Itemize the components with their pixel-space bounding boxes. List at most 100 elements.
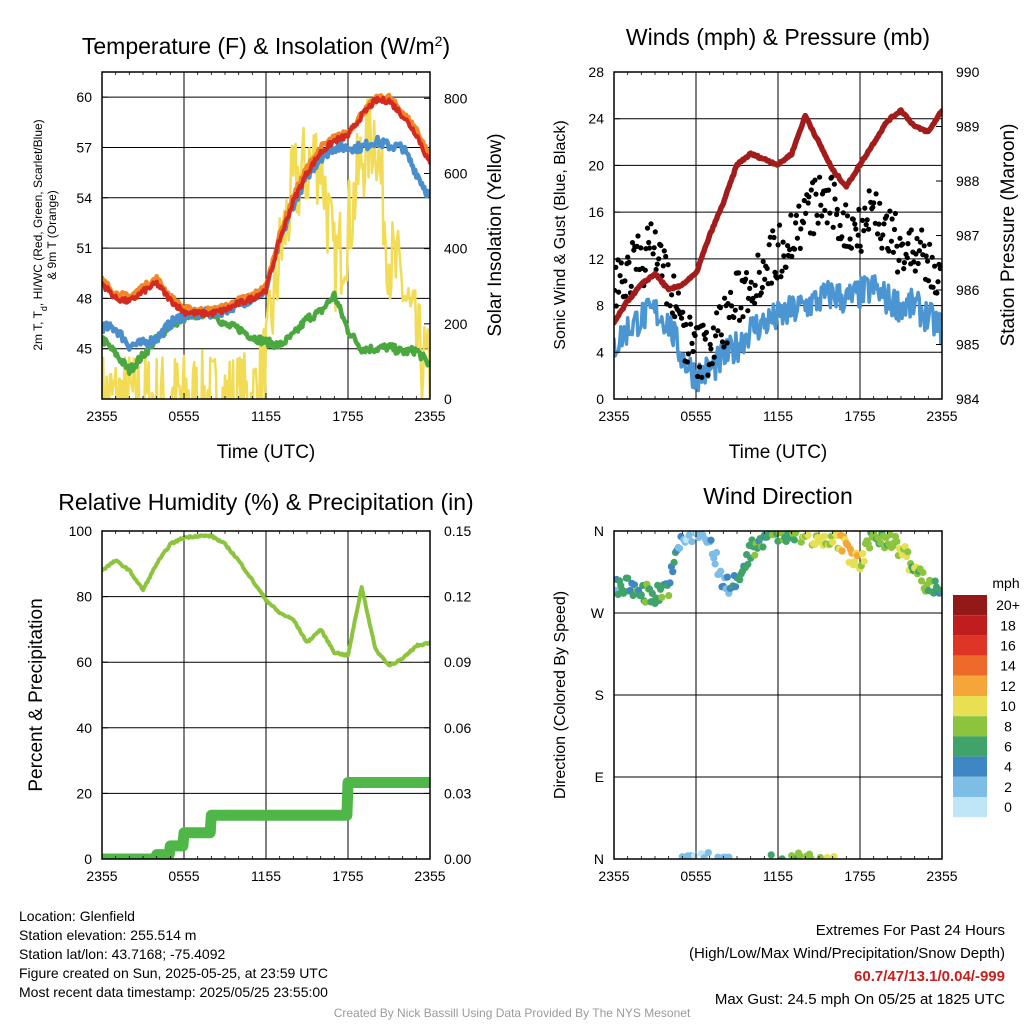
gust-point (935, 279, 941, 285)
gust-point (880, 232, 886, 238)
temperature-xlabel: Time (UTC) (217, 442, 316, 463)
gust-point (667, 303, 673, 309)
gust-point (879, 245, 885, 251)
gust-point (925, 258, 931, 264)
extremes-legend: (High/Low/Max Wind/Precipitation/Snow De… (689, 945, 1005, 962)
gust-point (731, 314, 737, 320)
dir-ytick-label-1: E (595, 769, 604, 785)
winds-xlabel: Time (UTC) (729, 442, 828, 463)
wind-ytick-label-3: 12 (588, 251, 604, 267)
gust-point (688, 321, 694, 327)
gust-point (702, 336, 708, 342)
direction-point (937, 586, 942, 594)
gust-point (848, 245, 855, 251)
gust-point (806, 194, 812, 200)
wind-ytick-label-2: 8 (596, 298, 604, 314)
gust-point (680, 309, 686, 315)
gust-point (818, 202, 824, 208)
wind-xtick-label-3: 1755 (844, 408, 875, 424)
rh-y2tick-label-3: 0.09 (444, 654, 471, 670)
humidity-ylabel: Percent & Precipitation (26, 598, 47, 791)
gust-point (870, 204, 876, 210)
solar-insolation-line (102, 98, 430, 399)
gust-point (778, 274, 784, 280)
gust-point (876, 221, 882, 227)
dir-xtick-label-1: 0555 (680, 868, 711, 884)
gust-point (852, 221, 858, 227)
gust-point (626, 259, 632, 265)
colorbar-label-8: 16 (1000, 638, 1016, 654)
gust-point (728, 289, 734, 295)
gust-point (703, 329, 710, 335)
temp-y2tick-label-0: 0 (444, 391, 452, 407)
rh-ytick-label-1: 20 (76, 785, 92, 801)
gust-point (901, 266, 907, 272)
gust-point (617, 273, 623, 279)
temp-y2tick-label-2: 400 (444, 241, 468, 257)
gust-point (900, 241, 906, 247)
gust-point (864, 217, 870, 223)
gust-point (745, 308, 751, 314)
wind-ytick-label-6: 24 (588, 111, 604, 127)
direction-point (723, 573, 732, 581)
temp-ytick-label-4: 57 (76, 139, 92, 155)
rh-y2tick-label-5: 0.15 (444, 523, 471, 539)
rh-ytick-label-2: 40 (76, 720, 92, 736)
direction-point (774, 537, 782, 545)
gust-point (814, 212, 820, 218)
gust-point (618, 260, 624, 266)
gust-point (794, 235, 801, 241)
gust-point (890, 249, 897, 255)
gust-point (932, 263, 938, 269)
gust-point (759, 284, 766, 291)
gust-point (840, 210, 846, 216)
gust-point (913, 251, 919, 257)
gust-point (708, 346, 714, 352)
temp-ytick-label-3: 54 (76, 190, 92, 206)
figure-created: Figure created on Sun, 2025-05-25, at 23… (19, 965, 328, 981)
dir-xtick-label-0: 2355 (598, 868, 629, 884)
rh-ytick-label-5: 100 (69, 523, 93, 539)
gust-point (923, 253, 929, 259)
gust-point (736, 270, 742, 276)
gust-point (797, 245, 803, 251)
gust-point (789, 253, 795, 259)
gust-point (656, 256, 662, 262)
relative-humidity-line (102, 533, 430, 668)
direction-point (688, 538, 696, 546)
gust-point (930, 284, 936, 290)
gust-point (638, 245, 644, 251)
direction-point (669, 568, 677, 576)
colorbar-swatch-2 (953, 776, 987, 797)
dir-ytick-label-3: W (591, 605, 605, 621)
gust-point (685, 351, 692, 357)
direction-point (893, 537, 901, 546)
gust-point (768, 280, 775, 286)
gust-point (683, 321, 689, 328)
gust-point (850, 216, 856, 222)
gust-point (831, 181, 838, 187)
gust-point (791, 246, 798, 252)
gust-point (644, 225, 651, 231)
gust-point (934, 290, 940, 296)
gust-point (752, 300, 758, 306)
colorbar-swatch-20+ (953, 595, 987, 616)
direction-point (714, 853, 722, 859)
gust-point (780, 239, 786, 245)
gust-point (672, 314, 678, 320)
gust-point (758, 290, 764, 296)
gust-point (892, 210, 899, 217)
direction-point (804, 531, 812, 539)
colorbar-swatch-14 (953, 655, 987, 676)
direction-point (751, 551, 759, 559)
direction-point (778, 855, 786, 859)
rh-xtick-label-0: 2355 (86, 868, 117, 884)
gust-point (661, 248, 667, 254)
temp-xtick-label-0: 2355 (86, 408, 117, 424)
gust-point (732, 307, 738, 313)
wind-y2tick-label-5: 989 (956, 119, 980, 135)
precipitation-line (102, 777, 430, 859)
